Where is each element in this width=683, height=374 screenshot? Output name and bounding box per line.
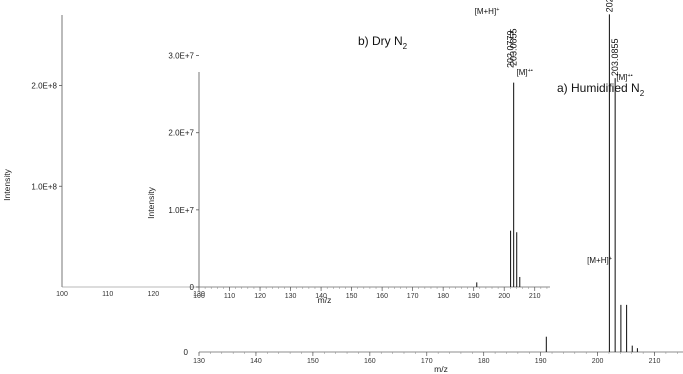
x-tick-label: 190 [468, 293, 480, 300]
x-tick-label: 210 [649, 358, 661, 365]
ion-label-superscript: +• [528, 68, 533, 74]
x-tick-label: 120 [254, 293, 266, 300]
panel-a-humidified-spectrum: 100 110 120 130 140 150 160 170 180 190 200 210 m/z 0… [146, 7, 550, 305]
ion-label-text: [M] [616, 73, 627, 82]
x-tick-label: 160 [364, 358, 376, 365]
ion-label-text: [M+H] [475, 7, 497, 16]
x-tick-label-left: 100 [56, 291, 68, 298]
x-tick-label: 110 [224, 293, 235, 300]
peak-mz-label: 203.0855 [610, 39, 620, 77]
x-tick-label: 130 [285, 293, 297, 300]
x-tick-label: 190 [535, 358, 547, 365]
peak-mz-label: 203.0855 [509, 28, 519, 66]
x-tick-label: 100 [193, 293, 205, 300]
ion-label-text: [M+H] [587, 256, 609, 265]
x-tick-label-left: 130 [193, 291, 205, 298]
ion-label: [M]+• [616, 73, 632, 82]
x-tick-label: 180 [437, 293, 449, 300]
x-tick-label: 150 [346, 293, 358, 300]
ion-label: [M]+• [517, 68, 533, 77]
y-tick-label: 0 [190, 283, 195, 292]
ion-label-superscript: + [496, 7, 499, 13]
y-axis-label: Intensity [2, 168, 12, 200]
ion-label-superscript: +• [628, 73, 633, 79]
y-tick-label: 2.0E+8 [31, 82, 57, 91]
y-tick-label: 2.0E+7 [168, 129, 194, 138]
ion-label-text: [M] [517, 68, 528, 77]
chart-title-subscript: 2 [640, 89, 645, 98]
y-axis-label: Intensity [146, 186, 156, 218]
chart-title-text: b) Dry N [358, 34, 403, 48]
ion-label: [M+H]+ [475, 7, 500, 16]
x-tick-label-left: 120 [147, 291, 159, 298]
x-tick-label: 170 [407, 293, 419, 300]
chart-title: a) Humidified N2 [557, 81, 645, 98]
x-tick-label: 170 [421, 358, 433, 365]
x-tick-label: 200 [592, 358, 604, 365]
peak-mz-label: 202.0779 [506, 30, 516, 68]
chart-title: b) Dry N2 [358, 34, 408, 51]
x-axis-label: m/z [318, 295, 332, 305]
chart-title-text: a) Humidified N [557, 81, 640, 95]
y-tick-label: 1.0E+7 [168, 206, 194, 215]
x-tick-label: 180 [478, 358, 490, 365]
chart-title-subscript: 2 [403, 42, 408, 51]
x-tick-label: 150 [307, 358, 319, 365]
ion-label-superscript: + [609, 256, 612, 262]
x-tick-label-left: 110 [102, 291, 113, 298]
y-tick-label: 3.0E+7 [168, 52, 194, 61]
y-zero-label: 0 [184, 348, 189, 357]
x-tick-label: 130 [193, 358, 205, 365]
x-tick-label: 140 [250, 358, 262, 365]
x-tick-label: 200 [498, 293, 510, 300]
peak-mz-label: 202.0779 [604, 0, 614, 12]
x-tick-label: 210 [529, 293, 541, 300]
y-tick-label: 1.0E+8 [31, 182, 57, 191]
ion-label: [M+H]+ [587, 256, 612, 265]
x-tick-label: 160 [376, 293, 388, 300]
x-tick-label: 140 [315, 293, 327, 300]
x-axis-label: m/z [434, 364, 448, 374]
